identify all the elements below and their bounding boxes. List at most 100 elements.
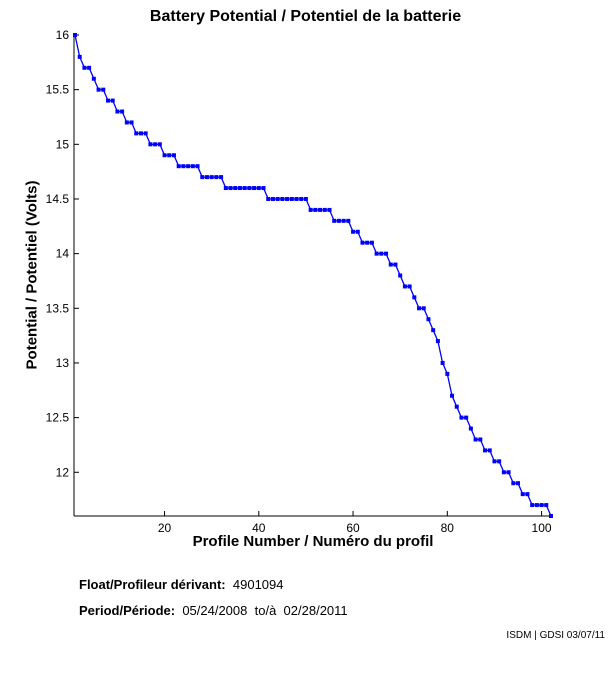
data-point (511, 481, 516, 486)
data-point (351, 229, 356, 234)
data-point (516, 481, 521, 486)
float-info: Float/Profileur dérivant: 4901094 (79, 577, 284, 592)
data-point (200, 175, 205, 180)
x-axis-label: Profile Number / Numéro du profil (192, 533, 434, 550)
data-point (124, 120, 129, 125)
data-point (426, 317, 431, 322)
data-point (157, 142, 162, 147)
data-point (105, 98, 110, 103)
data-point (270, 196, 275, 201)
data-point (520, 492, 525, 497)
data-point (285, 196, 290, 201)
data-point (374, 251, 379, 256)
data-point (459, 415, 464, 420)
data-point (138, 131, 143, 136)
data-point (431, 328, 436, 333)
data-point (549, 514, 553, 518)
data-point (530, 503, 535, 508)
data-point (190, 164, 195, 169)
data-point (204, 175, 209, 180)
data-point (237, 186, 242, 191)
data-point (544, 503, 549, 508)
data-point (341, 218, 346, 223)
data-point (393, 262, 398, 267)
y-tick-label: 15 (56, 137, 70, 151)
x-tick-label: 60 (346, 521, 360, 535)
data-point (275, 196, 280, 201)
data-point (242, 186, 247, 191)
data-point (318, 207, 323, 212)
period-end: 02/28/2011 (283, 603, 348, 618)
data-point (355, 229, 360, 234)
data-point (346, 218, 351, 223)
data-point (450, 393, 455, 398)
data-point (171, 153, 176, 158)
data-point (233, 186, 238, 191)
data-point (247, 186, 252, 191)
period-label: Period/Période: (79, 603, 176, 618)
data-point (223, 186, 228, 191)
period-start: 05/24/2008 (182, 603, 248, 618)
data-point (280, 196, 285, 201)
x-tick-label: 80 (441, 521, 455, 535)
data-point (308, 207, 313, 212)
data-point (261, 186, 266, 191)
data-point (384, 251, 389, 256)
data-point (110, 98, 115, 103)
data-point (464, 415, 469, 420)
data-point (219, 175, 224, 180)
data-point (360, 240, 365, 245)
data-point (506, 470, 511, 475)
data-point (153, 142, 158, 147)
data-point (148, 142, 153, 147)
y-tick-label: 13 (56, 356, 70, 370)
data-point (134, 131, 139, 136)
data-point (435, 339, 440, 344)
y-tick-label: 13.5 (46, 301, 70, 315)
data-point (483, 448, 488, 453)
data-point (388, 262, 393, 267)
data-point (228, 186, 233, 191)
period-sep: to/à (254, 603, 277, 618)
data-point (294, 196, 299, 201)
data-point (398, 273, 403, 278)
data-point (181, 164, 186, 169)
x-tick-label: 100 (532, 521, 552, 535)
data-point (252, 186, 257, 191)
data-point (417, 306, 422, 311)
data-point (454, 404, 459, 409)
data-point (534, 503, 539, 508)
y-tick-label: 12.5 (46, 411, 70, 425)
data-point (332, 218, 337, 223)
data-point (487, 448, 492, 453)
data-point (96, 87, 101, 92)
data-point (440, 360, 445, 365)
data-point (421, 306, 426, 311)
data-point (289, 196, 294, 201)
data-point (313, 207, 318, 212)
data-point (492, 459, 497, 464)
float-value: 4901094 (232, 577, 284, 592)
data-point (473, 437, 478, 442)
data-point (445, 371, 450, 376)
data-point (303, 196, 308, 201)
y-axis-label: Potential / Potentiel (Volts) (23, 180, 41, 370)
data-point (87, 65, 92, 70)
x-tick-label: 20 (158, 521, 172, 535)
chart-title: Battery Potential / Potentiel de la batt… (149, 8, 462, 25)
data-point (82, 65, 87, 70)
data-point (336, 218, 341, 223)
y-tick-label: 16 (56, 28, 70, 42)
data-point (167, 153, 172, 158)
float-label: Float/Profileur dérivant: (79, 577, 226, 592)
data-point (266, 196, 271, 201)
data-point (101, 87, 106, 92)
data-point (525, 492, 530, 497)
data-point (209, 175, 214, 180)
data-point (501, 470, 506, 475)
data-point (327, 207, 332, 212)
data-point (91, 76, 96, 81)
x-tick-label: 40 (252, 521, 266, 535)
data-point (365, 240, 370, 245)
